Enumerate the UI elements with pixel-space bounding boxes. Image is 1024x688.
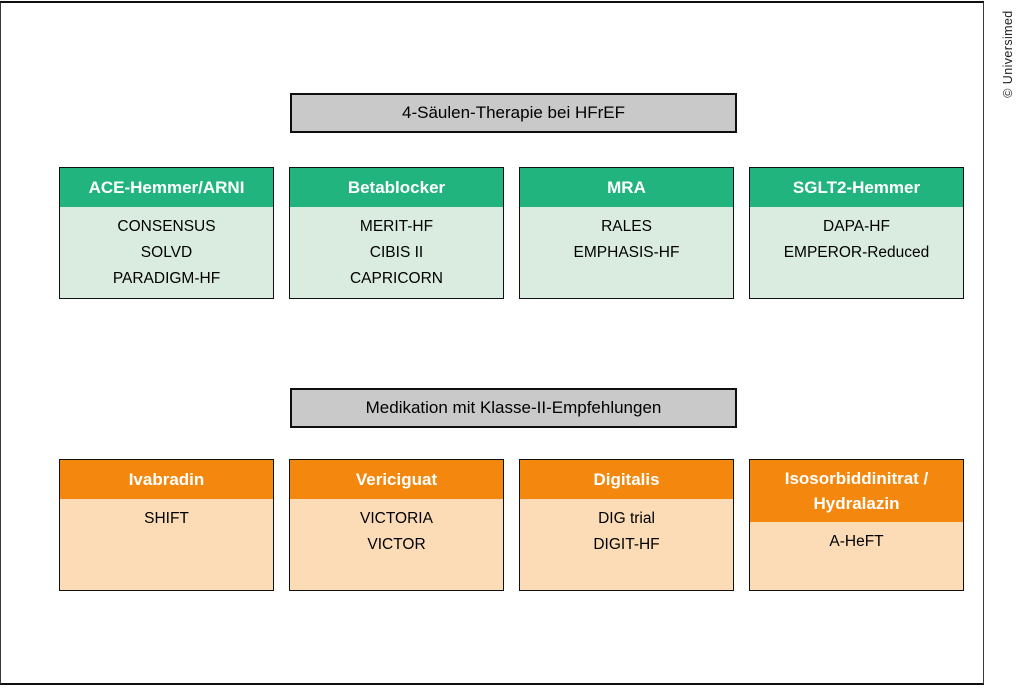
therapy-box-mra: MRA RALES EMPHASIS-HF xyxy=(519,167,734,299)
trial-name: SOLVD xyxy=(140,244,193,261)
trial-name: CONSENSUS xyxy=(117,218,216,235)
box-body: A-HeFT xyxy=(750,522,963,590)
section-title-klasse-ii: Medikation mit Klasse-II-Empfehlungen xyxy=(290,388,737,428)
box-header: Betablocker xyxy=(290,168,503,207)
box-header: SGLT2-Hemmer xyxy=(750,168,963,207)
box-header: Digitalis xyxy=(520,460,733,499)
box-body: CONSENSUS SOLVD PARADIGM-HF xyxy=(60,207,273,298)
box-header: Isosorbiddinitrat / Hydralazin xyxy=(750,460,963,522)
trial-name: RALES xyxy=(601,218,652,235)
box-body: SHIFT xyxy=(60,499,273,590)
diagram-border xyxy=(0,1,984,685)
trial-name: CAPRICORN xyxy=(349,270,443,287)
therapy-box-vericiguat: Vericiguat VICTORIA VICTOR xyxy=(289,459,504,591)
therapy-box-ivabradin: Ivabradin SHIFT xyxy=(59,459,274,591)
therapy-box-ace-hemmer-arni: ACE-Hemmer/ARNI CONSENSUS SOLVD PARADIGM… xyxy=(59,167,274,299)
box-header: Ivabradin xyxy=(60,460,273,499)
trial-name: EMPEROR-Reduced xyxy=(783,244,930,261)
box-body: DIG trial DIGIT-HF xyxy=(520,499,733,590)
trial-name: CIBIS II xyxy=(369,244,424,261)
therapy-row-klasse-ii: Ivabradin SHIFT Vericiguat VICTORIA VICT… xyxy=(59,459,964,591)
trial-name: EMPHASIS-HF xyxy=(573,244,680,261)
trial-name: DIGIT-HF xyxy=(593,536,660,553)
therapy-box-betablocker: Betablocker MERIT-HF CIBIS II CAPRICORN xyxy=(289,167,504,299)
trial-name: VICTOR xyxy=(367,536,426,553)
box-body: RALES EMPHASIS-HF xyxy=(520,207,733,298)
section-title-4-saeulen: 4-Säulen-Therapie bei HFrEF xyxy=(290,93,737,133)
trial-name: PARADIGM-HF xyxy=(112,270,221,287)
box-body: MERIT-HF CIBIS II CAPRICORN xyxy=(290,207,503,298)
therapy-box-isosorbiddinitrat-hydralazin: Isosorbiddinitrat / Hydralazin A-HeFT xyxy=(749,459,964,591)
section-title-label: 4-Säulen-Therapie bei HFrEF xyxy=(402,103,625,122)
therapy-box-sglt2-hemmer: SGLT2-Hemmer DAPA-HF EMPEROR-Reduced xyxy=(749,167,964,299)
trial-name: VICTORIA xyxy=(360,510,433,527)
section-title-label: Medikation mit Klasse-II-Empfehlungen xyxy=(365,398,662,417)
therapy-box-digitalis: Digitalis DIG trial DIGIT-HF xyxy=(519,459,734,591)
box-body: DAPA-HF EMPEROR-Reduced xyxy=(750,207,963,298)
trial-name: MERIT-HF xyxy=(359,218,434,235)
box-header: MRA xyxy=(520,168,733,207)
trial-name: A-HeFT xyxy=(829,533,884,550)
box-body: VICTORIA VICTOR xyxy=(290,499,503,590)
therapy-row-pillars: ACE-Hemmer/ARNI CONSENSUS SOLVD PARADIGM… xyxy=(59,167,964,299)
trial-name: DIG trial xyxy=(598,510,655,527)
trial-name: SHIFT xyxy=(144,510,189,527)
box-header: ACE-Hemmer/ARNI xyxy=(60,168,273,207)
trial-name: DAPA-HF xyxy=(823,218,890,235)
copyright-text: © Universimed xyxy=(1001,10,1015,98)
box-header: Vericiguat xyxy=(290,460,503,499)
